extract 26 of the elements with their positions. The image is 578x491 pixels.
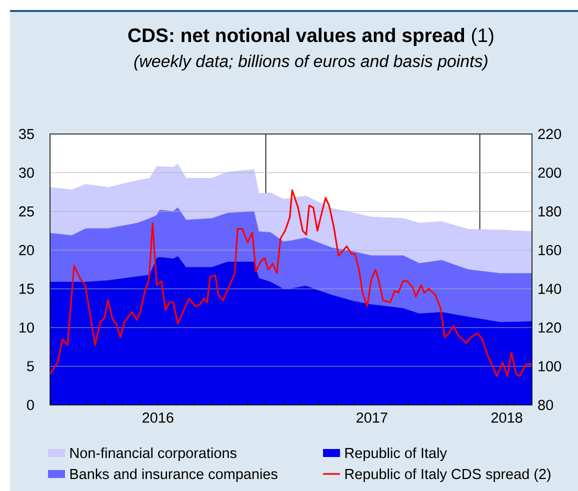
y-tick-label: 0 [27,400,34,410]
y-tick-label: 15 [20,284,34,294]
chart-subtitle: (weekly data; billions of euros and basis points) [134,54,488,71]
y2-tick-label: 220 [538,128,562,140]
legend-label: Non-financial corporations [70,448,236,461]
x-tick-label: 2017 [356,412,388,423]
chart-title: CDS: net notional values and spread (1) [128,28,494,46]
x-tick-label: 2018 [491,412,522,423]
legend-label: Banks and insurance companies [70,468,278,482]
x-tick-label: 2016 [142,412,174,423]
y2-tick-label: 100 [538,361,562,372]
y-tick-label: 5 [27,361,34,372]
y-tick-label: 30 [18,168,34,178]
y-tick-label: 35 [18,128,34,140]
y2-tick-label: 140 [538,284,562,294]
y2-tick-label: 180 [538,206,562,217]
legend-label: Republic of Italy [345,448,447,461]
y2-tick-label: 120 [538,322,562,333]
y-tick-label: 20 [19,245,34,256]
y-tick-label: 10 [20,322,34,333]
y2-tick-label: 200 [538,168,562,178]
y2-tick-label: 80 [538,400,554,410]
line-series [50,189,532,377]
y-tick-label: 25 [19,206,34,217]
y2-tick-label: 160 [538,245,562,256]
legend-label: Republic of Italy CDS spread (2) [345,468,550,482]
